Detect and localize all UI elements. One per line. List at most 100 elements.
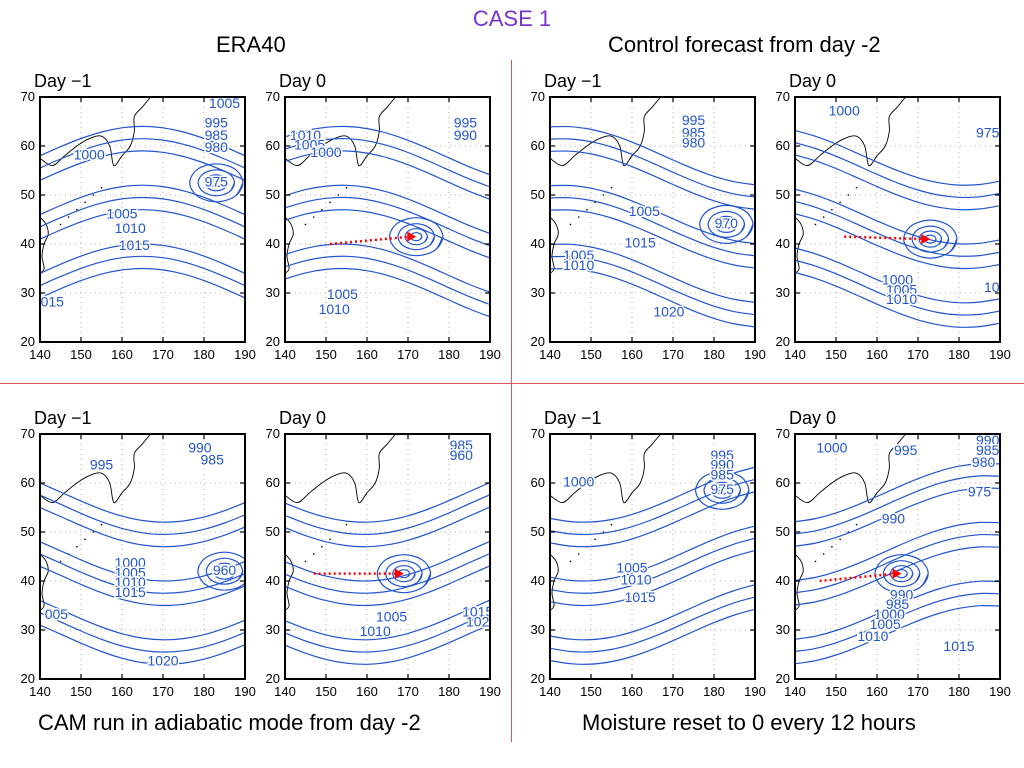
case-title: CASE 1 [472, 6, 552, 31]
island [822, 553, 825, 555]
y-tick-label: 70 [266, 426, 280, 441]
panel-title: Day 0 [279, 71, 326, 91]
x-tick-label: 170 [907, 347, 929, 362]
contour-label: 1005 [870, 616, 901, 632]
island [76, 208, 78, 211]
y-tick-label: 50 [776, 524, 790, 539]
contour-label: 990 [188, 439, 212, 455]
low-pressure-ring [903, 219, 958, 259]
y-tick-label: 30 [531, 622, 545, 637]
contour-label: 1020 [147, 653, 178, 669]
isobar [550, 197, 755, 257]
contour-label: 995 [711, 447, 735, 463]
island [602, 194, 605, 196]
contour-label: 985 [450, 437, 474, 453]
contour-label: 10 [984, 279, 1000, 295]
island [92, 194, 95, 196]
isobar [795, 200, 1000, 257]
contour-label: 995 [682, 112, 706, 128]
island [312, 553, 315, 555]
x-tick-label: 140 [539, 347, 561, 362]
isobar [285, 125, 490, 176]
island [76, 545, 78, 548]
japan-coastline [795, 216, 804, 274]
isobar [285, 599, 490, 641]
y-tick-label: 20 [266, 334, 280, 349]
y-tick-label: 70 [531, 426, 545, 441]
low-pressure-ring [707, 210, 746, 239]
contour-label: 1000 [829, 102, 860, 118]
x-tick-label: 190 [744, 347, 766, 362]
x-tick-label: 180 [193, 347, 215, 362]
x-tick-label: 170 [152, 347, 174, 362]
isobar [795, 213, 1000, 270]
y-tick-label: 20 [531, 671, 545, 686]
isobar [795, 129, 1000, 186]
y-tick-label: 70 [21, 426, 35, 441]
island [345, 186, 348, 189]
contour-label: 102 [466, 613, 490, 629]
isobar [285, 209, 490, 259]
isobar [795, 247, 1000, 304]
x-tick-label: 180 [948, 684, 970, 699]
contour-label: 1010 [115, 220, 146, 236]
isobar [285, 565, 490, 607]
island [92, 531, 95, 533]
x-tick-label: 190 [989, 684, 1011, 699]
y-tick-label: 70 [266, 89, 280, 104]
low-pressure-ring [189, 163, 244, 203]
y-tick-label: 40 [531, 236, 545, 251]
isobar [40, 196, 245, 228]
isobar [40, 494, 245, 536]
y-tick-label: 50 [776, 187, 790, 202]
contour-label: 1000 [882, 271, 913, 287]
x-tick-label: 190 [234, 684, 256, 699]
isobar [795, 475, 1000, 535]
contour-label: 1000 [874, 606, 905, 622]
low-pressure-ring [385, 560, 423, 588]
isobar [285, 611, 490, 653]
x-tick-label: 160 [621, 684, 643, 699]
low-pressure-ring [397, 223, 436, 251]
contour-label: 1000 [563, 474, 594, 490]
island [84, 201, 86, 204]
coastline [550, 97, 662, 167]
horizontal-divider [0, 383, 1024, 384]
contour-label: 995 [205, 115, 229, 131]
x-tick-label: 140 [539, 684, 561, 699]
low-pressure-ring [218, 566, 231, 576]
x-tick-label: 150 [70, 684, 92, 699]
contour-label: 995 [894, 442, 918, 458]
y-tick-label: 20 [21, 671, 35, 686]
isobar [40, 612, 245, 653]
contour-label: 1005 [616, 559, 647, 575]
island [100, 523, 103, 526]
x-tick-label: 160 [111, 347, 133, 362]
contour-label: 980 [682, 134, 706, 150]
isobar [285, 494, 490, 536]
isobar [285, 150, 490, 200]
x-tick-label: 150 [315, 347, 337, 362]
low-pressure-ring [392, 565, 416, 583]
y-tick-label: 20 [531, 334, 545, 349]
x-tick-label: 170 [662, 347, 684, 362]
y-tick-label: 30 [531, 285, 545, 300]
contour-label: 1000 [816, 439, 847, 455]
low-pressure-ring [694, 470, 750, 510]
isobar [795, 533, 1000, 594]
contour-label: 970 [715, 215, 739, 231]
contour-label: 1015 [462, 604, 493, 620]
island [855, 523, 858, 526]
island [814, 560, 817, 563]
storm-track-arrowhead [892, 568, 902, 579]
contour-label: 1000 [310, 144, 341, 160]
x-tick-label: 140 [274, 684, 296, 699]
contour-label: 985 [886, 596, 910, 612]
isobar [795, 521, 1000, 582]
map-content: 1000 995990985980975990990985100010051010… [795, 434, 1000, 665]
